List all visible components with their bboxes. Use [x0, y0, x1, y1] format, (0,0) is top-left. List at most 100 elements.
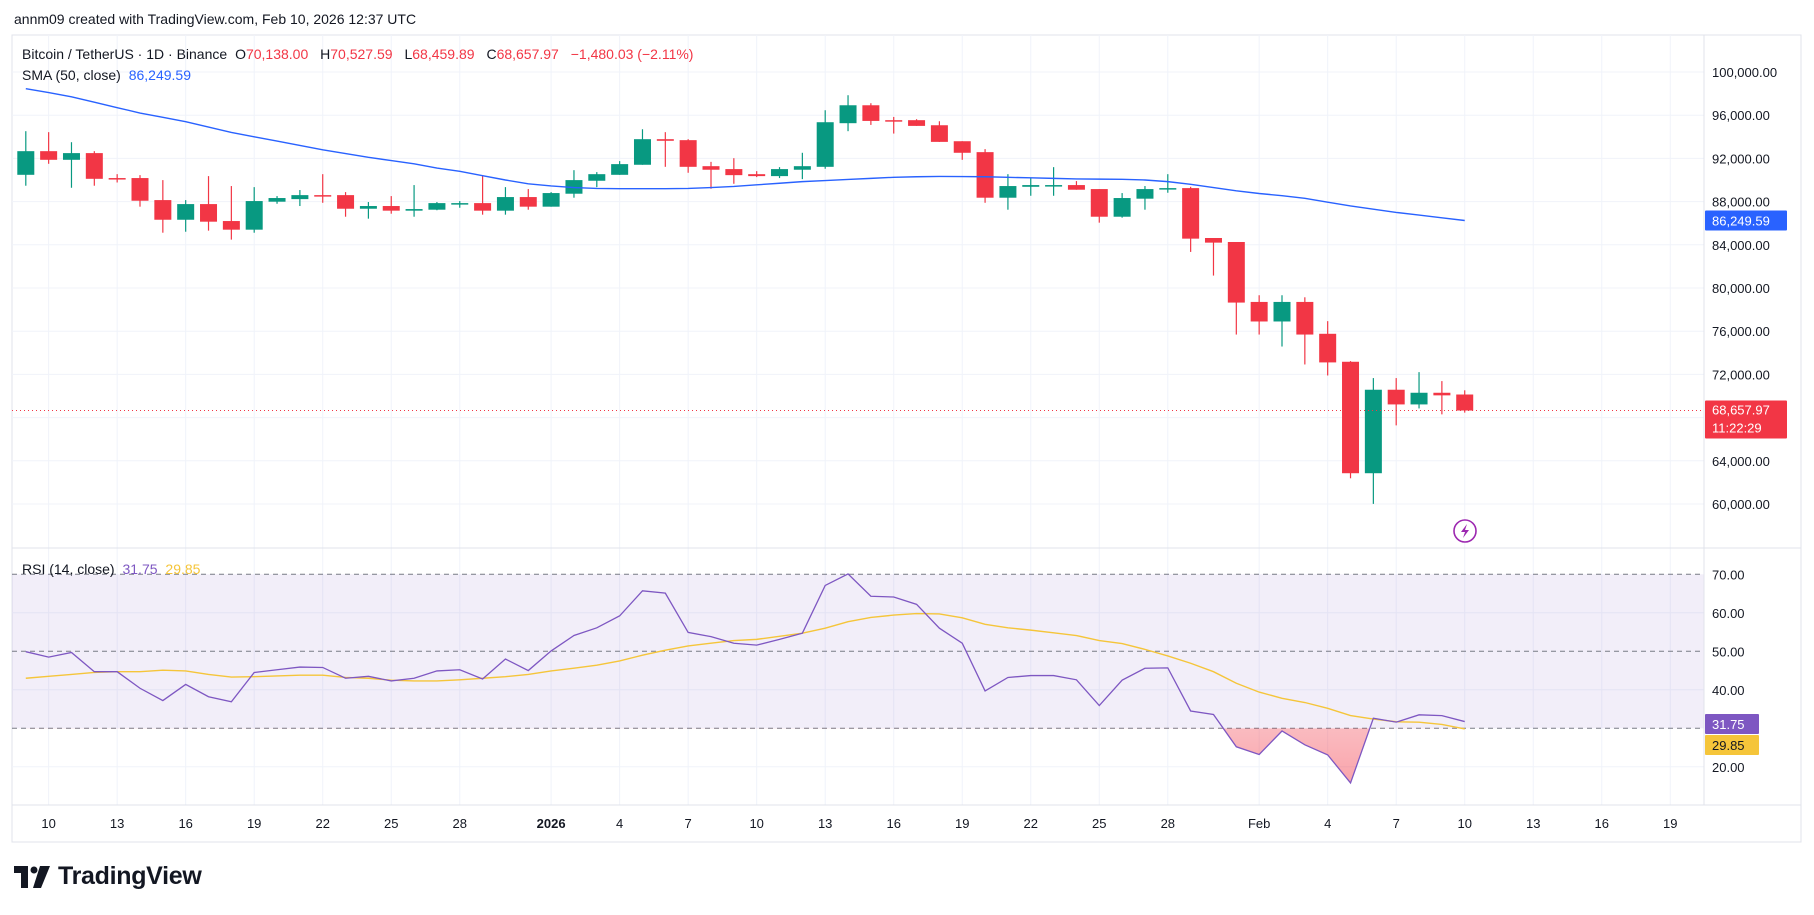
candle[interactable]: [1296, 297, 1314, 365]
candle[interactable]: [771, 167, 789, 179]
candle[interactable]: [1410, 372, 1428, 409]
time-axis-label: 16: [178, 816, 192, 831]
rsi-axis-label: 50.00: [1712, 644, 1745, 659]
candle[interactable]: [62, 142, 80, 188]
candle[interactable]: [656, 132, 674, 167]
candle[interactable]: [611, 161, 629, 175]
candle-body: [268, 198, 286, 202]
candle[interactable]: [999, 174, 1017, 210]
time-axis-label: 10: [749, 816, 763, 831]
candle[interactable]: [337, 192, 355, 217]
candle[interactable]: [1387, 378, 1405, 426]
candle-body: [108, 178, 126, 180]
candle[interactable]: [1273, 295, 1291, 347]
candle[interactable]: [885, 116, 903, 134]
candle[interactable]: [862, 103, 880, 125]
candle-body: [1227, 241, 1245, 303]
candle-body: [496, 197, 514, 211]
candle-body: [976, 152, 994, 198]
candle[interactable]: [1250, 295, 1268, 335]
candle[interactable]: [1182, 186, 1200, 252]
candle-body: [177, 204, 195, 220]
candle[interactable]: [496, 187, 514, 215]
candle[interactable]: [222, 186, 240, 240]
candle[interactable]: [154, 180, 172, 233]
candle[interactable]: [1067, 181, 1085, 190]
candle-body: [428, 203, 446, 210]
candle[interactable]: [382, 196, 400, 214]
candle-body: [1364, 389, 1382, 474]
candle-body: [679, 140, 697, 167]
candle[interactable]: [702, 161, 720, 189]
candle-body: [839, 105, 857, 124]
candle[interactable]: [908, 119, 926, 126]
tradingview-logo[interactable]: TradingView: [14, 862, 202, 891]
candle[interactable]: [17, 131, 35, 186]
candle[interactable]: [1433, 381, 1451, 415]
candle-body: [154, 200, 172, 220]
candle[interactable]: [793, 152, 811, 180]
candle[interactable]: [268, 196, 286, 204]
sma-legend[interactable]: SMA (50, close) 86,249.59: [22, 66, 195, 84]
time-axis-label: 28: [453, 816, 467, 831]
candle[interactable]: [1456, 390, 1474, 413]
price-axis-label: 64,000.00: [1712, 454, 1770, 469]
candle[interactable]: [816, 110, 834, 169]
candle[interactable]: [85, 151, 103, 186]
candle-body: [245, 201, 263, 230]
candle[interactable]: [953, 141, 971, 160]
candle[interactable]: [1364, 378, 1382, 504]
candle[interactable]: [1136, 186, 1154, 210]
candle[interactable]: [679, 139, 697, 173]
candle-body: [17, 151, 35, 175]
candle[interactable]: [200, 176, 218, 231]
rsi-ma-tag-box: [1705, 735, 1759, 755]
candle[interactable]: [245, 187, 263, 233]
candle[interactable]: [108, 174, 126, 183]
high-value: 70,527.59: [330, 46, 393, 62]
candle[interactable]: [930, 121, 948, 142]
candle[interactable]: [725, 158, 743, 184]
candle-body: [1387, 389, 1405, 405]
candle[interactable]: [131, 175, 149, 207]
candle[interactable]: [40, 132, 58, 164]
candle[interactable]: [519, 189, 537, 210]
candle[interactable]: [1159, 174, 1177, 193]
symbol-title: Bitcoin / TetherUS · 1D · Binance: [22, 46, 228, 62]
candle[interactable]: [177, 200, 195, 232]
time-axis-label: 16: [1595, 816, 1609, 831]
candle[interactable]: [976, 149, 994, 203]
candle[interactable]: [1113, 193, 1131, 218]
high-label: H: [320, 46, 331, 62]
candle[interactable]: [1342, 361, 1360, 479]
rsi-pane[interactable]: [25, 573, 1465, 785]
lightning-alert-icon[interactable]: [1453, 519, 1477, 543]
rsi-axis-label: 60.00: [1712, 606, 1745, 621]
candle[interactable]: [314, 174, 332, 203]
candle[interactable]: [1227, 241, 1245, 335]
candle[interactable]: [542, 192, 560, 207]
candle-body: [999, 186, 1017, 198]
candle[interactable]: [405, 185, 423, 217]
candle[interactable]: [748, 171, 766, 178]
candle[interactable]: [451, 201, 469, 208]
candle[interactable]: [474, 175, 492, 215]
candle[interactable]: [1022, 177, 1040, 196]
candle[interactable]: [359, 202, 377, 219]
candle[interactable]: [633, 129, 651, 165]
candle-body: [611, 164, 629, 175]
candle[interactable]: [1090, 189, 1108, 223]
candle[interactable]: [428, 202, 446, 211]
candle[interactable]: [588, 172, 606, 188]
sma-value: 86,249.59: [128, 67, 192, 83]
symbol-legend[interactable]: Bitcoin / TetherUS · 1D · Binance O70,13…: [22, 45, 697, 63]
rsi-legend[interactable]: RSI (14, close) 31.75 29.85: [22, 560, 204, 578]
candle-body: [405, 209, 423, 211]
candle[interactable]: [1045, 167, 1063, 196]
candle[interactable]: [1204, 237, 1222, 276]
candle[interactable]: [291, 190, 309, 207]
candle[interactable]: [1319, 321, 1337, 376]
price-pane[interactable]: [12, 88, 1704, 504]
candle[interactable]: [839, 95, 857, 132]
